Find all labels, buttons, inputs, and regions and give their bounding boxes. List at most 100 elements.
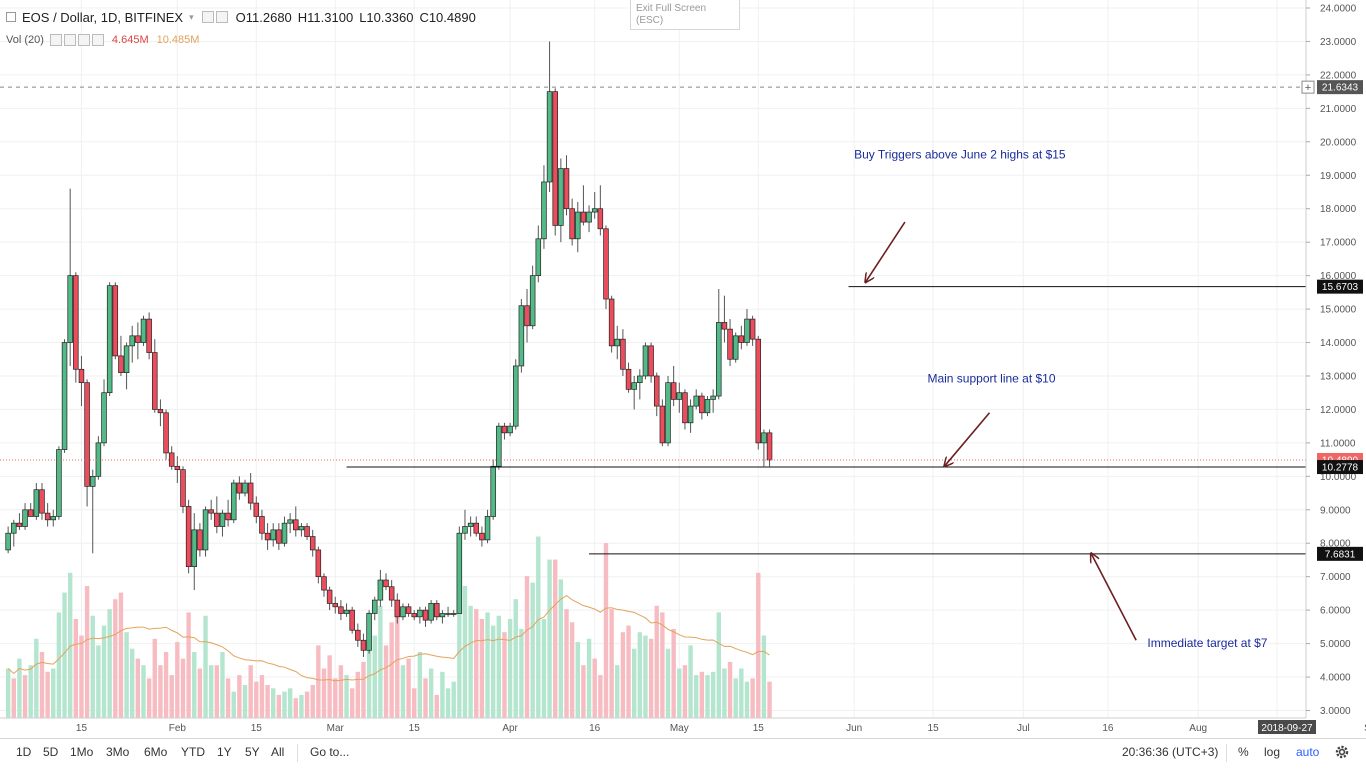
candle-body xyxy=(253,502,260,517)
percent-toggle[interactable]: % xyxy=(1238,745,1249,759)
volume-bar xyxy=(62,592,67,718)
candle-body xyxy=(95,442,102,477)
candle-body xyxy=(687,405,694,424)
volume-bar xyxy=(400,665,406,718)
symbol-toggle-icon[interactable] xyxy=(6,12,16,22)
candle xyxy=(512,359,519,430)
candle xyxy=(721,295,728,343)
timeframe-5y[interactable]: 5Y xyxy=(245,745,260,759)
candle-body xyxy=(665,382,671,444)
plus-icon: + xyxy=(1305,82,1311,94)
volume-bar xyxy=(11,678,16,718)
y-tick-label: 5.0000 xyxy=(1320,639,1351,650)
candle-body xyxy=(642,345,649,377)
volume-bar xyxy=(141,665,146,718)
timeframe-ytd[interactable]: YTD xyxy=(181,745,205,759)
eye-icon[interactable] xyxy=(201,11,214,23)
candle xyxy=(417,606,423,624)
chart-legend: EOS / Dollar, 1D, BITFINEX ▾ O11.2680 H1… xyxy=(6,8,476,26)
candle-body xyxy=(552,91,558,226)
y-tick-label: 9.0000 xyxy=(1320,505,1351,516)
volume-bar xyxy=(412,688,417,718)
chart-area[interactable]: Buy Triggers above June 2 highs at $15 Ma… xyxy=(0,0,1366,740)
candle xyxy=(11,519,17,547)
candle xyxy=(95,436,102,480)
volume-bar xyxy=(575,642,580,718)
candle-body xyxy=(586,211,592,223)
timeframe-3mo[interactable]: 3Mo xyxy=(106,745,130,759)
price-chart[interactable]: Buy Triggers above June 2 highs at $15 Ma… xyxy=(0,0,1366,740)
candle xyxy=(298,523,305,537)
candle xyxy=(766,429,773,467)
volume-bar xyxy=(513,599,518,718)
candle xyxy=(287,513,293,534)
timeframe-5d[interactable]: 5D xyxy=(43,745,59,759)
goto-button[interactable]: Go to... xyxy=(310,745,350,759)
candle xyxy=(214,496,220,534)
lock-icon[interactable] xyxy=(77,34,90,46)
timeframe-1d[interactable]: 1D xyxy=(16,745,32,759)
x-tick-label: Jun xyxy=(846,723,862,734)
volume-bar xyxy=(581,665,586,718)
volume-bar xyxy=(287,688,293,718)
volume-bar xyxy=(225,678,231,718)
y-tick-label: 8.0000 xyxy=(1320,539,1351,550)
candle-body xyxy=(473,522,480,534)
candle xyxy=(710,389,716,413)
candle xyxy=(152,339,158,413)
candle-body xyxy=(580,211,587,223)
volume-value-2: 10.485M xyxy=(156,34,200,46)
volume-bar xyxy=(507,619,513,718)
timeframe-all[interactable]: All xyxy=(271,745,285,759)
candle xyxy=(744,309,750,346)
symbol-title[interactable]: EOS / Dollar, 1D, BITFINEX xyxy=(22,9,184,25)
candle xyxy=(428,600,434,624)
x-tick-label: 15 xyxy=(928,723,940,734)
settings-small-icon[interactable] xyxy=(63,34,76,46)
candle-body xyxy=(304,526,310,537)
volume-bar xyxy=(180,658,186,718)
x-tick-label: 15 xyxy=(76,723,88,734)
volume-bar xyxy=(282,691,287,718)
candle xyxy=(591,191,598,219)
volume-bar xyxy=(468,605,473,718)
volume-bar xyxy=(197,668,203,718)
candle xyxy=(22,503,28,530)
candle-body xyxy=(501,425,508,434)
annotation-text: Buy Triggers above June 2 highs at $15 xyxy=(854,148,1066,162)
price-tag: 21.6343 xyxy=(1322,83,1359,94)
auto-toggle[interactable]: auto xyxy=(1296,745,1320,759)
eye-icon[interactable] xyxy=(49,34,62,46)
timeframe-1mo[interactable]: 1Mo xyxy=(70,745,94,759)
exit-fullscreen-hint: (ESC) xyxy=(636,15,664,26)
close-icon[interactable] xyxy=(91,34,104,46)
chevron-down-icon[interactable]: ▾ xyxy=(189,11,194,22)
candle-body xyxy=(484,516,491,541)
volume-bar xyxy=(648,638,654,718)
candle-body xyxy=(67,275,73,343)
y-tick-label: 14.0000 xyxy=(1320,338,1357,349)
candle xyxy=(524,289,530,343)
volume-bar xyxy=(378,605,383,718)
candle-body xyxy=(315,549,322,578)
volume-label[interactable]: Vol (20) xyxy=(6,34,44,46)
candle-body xyxy=(259,516,265,534)
timeframe-1y[interactable]: 1Y xyxy=(217,745,232,759)
candle xyxy=(326,586,333,611)
candle xyxy=(608,295,615,353)
timeframe-6mo[interactable]: 6Mo xyxy=(144,745,168,759)
candle-body xyxy=(445,613,451,615)
candle-body xyxy=(653,375,660,407)
volume-bar xyxy=(445,688,451,718)
gear-icon[interactable] xyxy=(1334,744,1350,760)
candle-body xyxy=(197,529,203,551)
candle-series xyxy=(5,41,773,657)
candle xyxy=(761,429,767,467)
log-toggle[interactable]: log xyxy=(1264,745,1281,759)
x-tick-label: Apr xyxy=(502,723,518,734)
candle xyxy=(716,289,722,400)
settings-small-icon[interactable] xyxy=(215,11,228,23)
volume-bar xyxy=(586,638,592,718)
candle xyxy=(648,342,654,383)
exit-fullscreen-button[interactable]: Exit Full Screen (ESC) xyxy=(630,0,740,30)
